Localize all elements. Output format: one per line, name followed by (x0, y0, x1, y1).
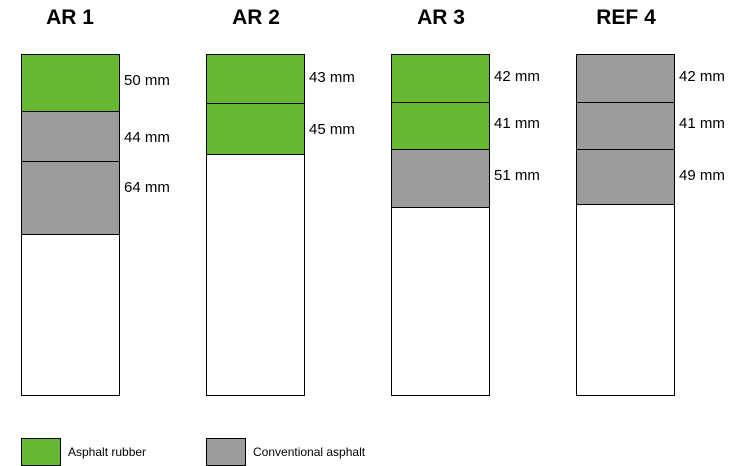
layer-conventional-asphalt (577, 102, 674, 150)
layer-thickness-label: 49 mm (679, 166, 725, 184)
pavement-column-ref4 (576, 54, 675, 396)
layer-asphalt-rubber (207, 55, 304, 105)
layer-conventional-asphalt (577, 149, 674, 206)
layer-thickness-label: 51 mm (494, 166, 540, 184)
layer-asphalt-rubber (392, 55, 489, 103)
layer-conventional-asphalt (22, 162, 119, 236)
layer-asphalt-rubber (392, 102, 489, 150)
layer-asphalt-rubber (207, 104, 304, 156)
layer-thickness-label: 42 mm (494, 67, 540, 85)
layer-conventional-asphalt (392, 149, 489, 208)
layer-thickness-label: 42 mm (679, 67, 725, 85)
layer-asphalt-rubber (22, 55, 119, 112)
legend-label-conventional-asphalt: Conventional asphalt (253, 445, 366, 459)
layer-thickness-label: 45 mm (309, 121, 355, 139)
layer-conventional-asphalt (577, 55, 674, 103)
pavement-column-ar1 (21, 54, 120, 396)
layer-conventional-asphalt (22, 112, 119, 163)
legend-swatch-asphalt-rubber (21, 438, 61, 466)
layer-thickness-label: 64 mm (124, 179, 170, 197)
pavement-column-ar3 (391, 54, 490, 396)
section-title-ar3: AR 3 (417, 6, 465, 29)
layer-thickness-label: 44 mm (124, 129, 170, 146)
section-title-ref4: REF 4 (596, 6, 656, 29)
section-title-ar1: AR 1 (46, 6, 94, 29)
layer-thickness-label: 41 mm (494, 115, 540, 133)
section-title-ar2: AR 2 (232, 6, 280, 29)
legend-swatch-conventional-asphalt (206, 438, 246, 466)
pavement-column-ar2 (206, 54, 305, 396)
layer-thickness-label: 50 mm (124, 72, 170, 89)
legend-label-asphalt-rubber: Asphalt rubber (68, 445, 147, 459)
layer-thickness-label: 43 mm (309, 68, 355, 86)
layer-thickness-label: 41 mm (679, 115, 725, 133)
